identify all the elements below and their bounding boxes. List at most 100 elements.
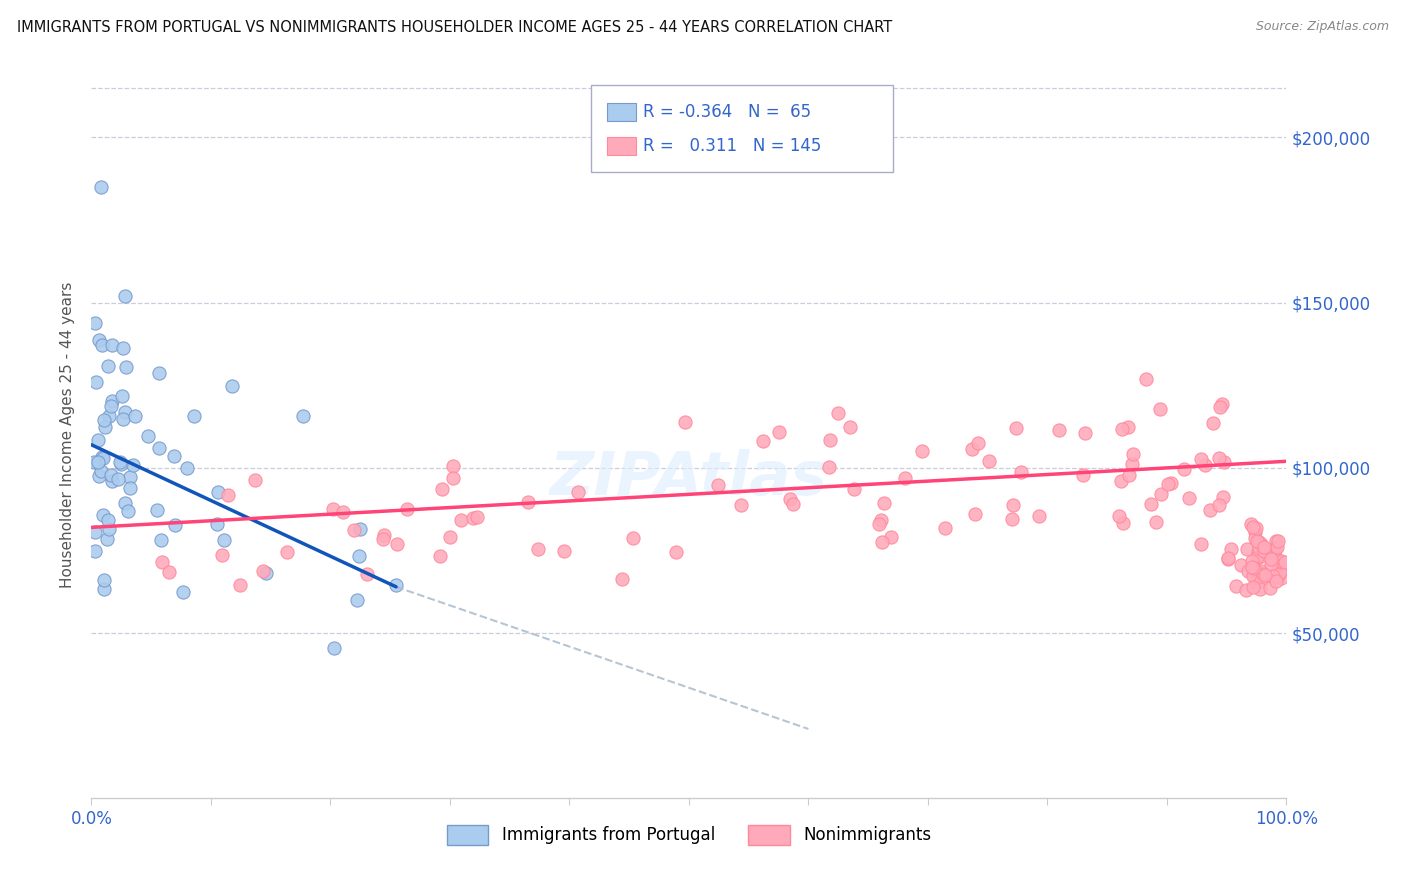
Point	[343, 523, 366, 537]
Point	[1202, 416, 1225, 430]
Point	[873, 496, 896, 510]
Point	[1251, 566, 1274, 581]
Point	[1253, 540, 1275, 554]
Y-axis label: Householder Income Ages 25 - 44 years: Householder Income Ages 25 - 44 years	[60, 282, 76, 588]
Point	[87, 433, 110, 447]
Point	[842, 482, 865, 496]
Point	[1261, 568, 1284, 582]
Point	[870, 513, 893, 527]
Point	[292, 409, 315, 424]
Point	[1270, 570, 1292, 584]
Point	[322, 501, 344, 516]
Point	[1246, 549, 1268, 564]
Point	[396, 502, 419, 516]
Point	[356, 566, 378, 581]
Point	[818, 433, 841, 447]
Point	[1225, 578, 1247, 592]
Point	[1149, 402, 1171, 417]
Point	[1250, 565, 1272, 579]
Point	[332, 505, 354, 519]
Point	[1157, 477, 1180, 491]
Point	[527, 541, 550, 556]
Point	[84, 544, 107, 558]
Point	[172, 585, 194, 599]
Point	[1005, 421, 1028, 435]
Point	[1211, 397, 1233, 411]
Point	[87, 455, 110, 469]
Point	[120, 481, 142, 495]
Point	[1261, 545, 1284, 559]
Point	[1254, 567, 1277, 582]
Point	[93, 413, 115, 427]
Point	[1270, 554, 1292, 568]
Point	[1270, 566, 1292, 580]
Point	[1212, 490, 1234, 504]
Point	[880, 530, 903, 544]
Point	[1244, 521, 1267, 535]
Point	[1121, 457, 1143, 471]
Point	[1199, 503, 1222, 517]
Point	[610, 572, 633, 586]
Point	[114, 359, 136, 374]
Point	[108, 455, 131, 469]
Point	[1178, 491, 1201, 506]
Point	[1001, 512, 1024, 526]
Point	[870, 535, 893, 549]
Point	[429, 549, 451, 563]
Point	[84, 525, 107, 540]
Point	[1216, 551, 1239, 566]
Point	[1267, 534, 1289, 549]
Point	[163, 518, 186, 533]
Point	[1002, 499, 1025, 513]
Point	[1260, 552, 1282, 566]
Point	[214, 533, 236, 548]
Point	[384, 578, 406, 592]
Point	[97, 409, 120, 424]
Point	[1265, 533, 1288, 548]
Point	[1237, 564, 1260, 578]
Point	[86, 375, 108, 389]
Point	[1189, 536, 1212, 550]
Point	[1109, 474, 1132, 488]
Point	[730, 498, 752, 512]
Point	[782, 497, 804, 511]
Point	[1135, 372, 1157, 386]
Point	[322, 640, 344, 655]
Point	[347, 549, 370, 563]
Point	[1216, 551, 1239, 566]
Point	[1140, 497, 1163, 511]
Point	[1240, 554, 1263, 568]
Point	[1264, 549, 1286, 564]
Point	[254, 566, 277, 581]
Point	[1010, 465, 1032, 479]
Point	[869, 516, 891, 531]
Point	[349, 522, 371, 536]
Point	[124, 409, 146, 423]
Point	[87, 469, 110, 483]
Point	[1264, 541, 1286, 556]
Point	[441, 471, 464, 485]
Point	[817, 460, 839, 475]
Point	[1108, 508, 1130, 523]
Point	[114, 496, 136, 510]
Point	[229, 577, 252, 591]
Point	[150, 533, 173, 548]
Point	[1267, 541, 1289, 555]
Point	[91, 338, 114, 352]
Point	[1189, 452, 1212, 467]
Point	[98, 522, 121, 536]
Point	[977, 454, 1000, 468]
Point	[252, 564, 274, 578]
Point	[441, 459, 464, 474]
Point	[1213, 455, 1236, 469]
Point	[1144, 515, 1167, 529]
Point	[1247, 571, 1270, 585]
Point	[1243, 560, 1265, 574]
Point	[114, 289, 136, 303]
Point	[1150, 486, 1173, 500]
Point	[779, 491, 801, 506]
Point	[110, 457, 132, 471]
Point	[94, 420, 117, 434]
Point	[111, 389, 134, 403]
Point	[1230, 558, 1253, 572]
